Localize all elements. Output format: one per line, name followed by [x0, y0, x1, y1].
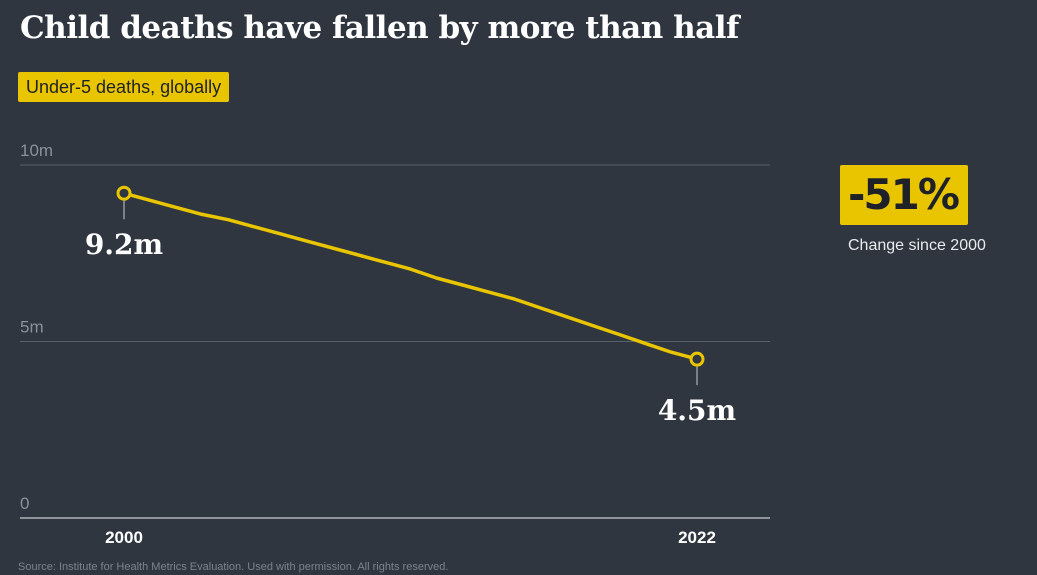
data-point-marker: [689, 351, 705, 367]
x-tick-label: 2022: [678, 528, 716, 547]
chart-subtitle-badge: Under-5 deaths, globally: [18, 72, 230, 102]
percent-change-badge: -51%: [840, 165, 968, 225]
percent-change-caption: Change since 2000: [848, 237, 986, 254]
line-layer: [122, 191, 699, 361]
data-point-marker: [116, 185, 132, 201]
data-label: 9.2m: [85, 228, 163, 261]
source-note: Source: Institute for Health Metrics Eva…: [18, 561, 449, 573]
data-label: 4.5m: [658, 394, 736, 427]
marker-layer: [116, 185, 705, 386]
chart-title: Child deaths have fallen by more than ha…: [20, 10, 739, 46]
y-tick-label: 10m: [20, 141, 53, 160]
series-line: [122, 191, 699, 361]
x-tick-label: 2000: [105, 528, 143, 547]
y-tick-label: 0: [20, 494, 29, 513]
label-layer: 2000 2022 9.2m 4.5m: [85, 228, 736, 547]
y-tick-label: 5m: [20, 318, 44, 337]
grid-layer: 0 5m 10m: [20, 141, 770, 519]
